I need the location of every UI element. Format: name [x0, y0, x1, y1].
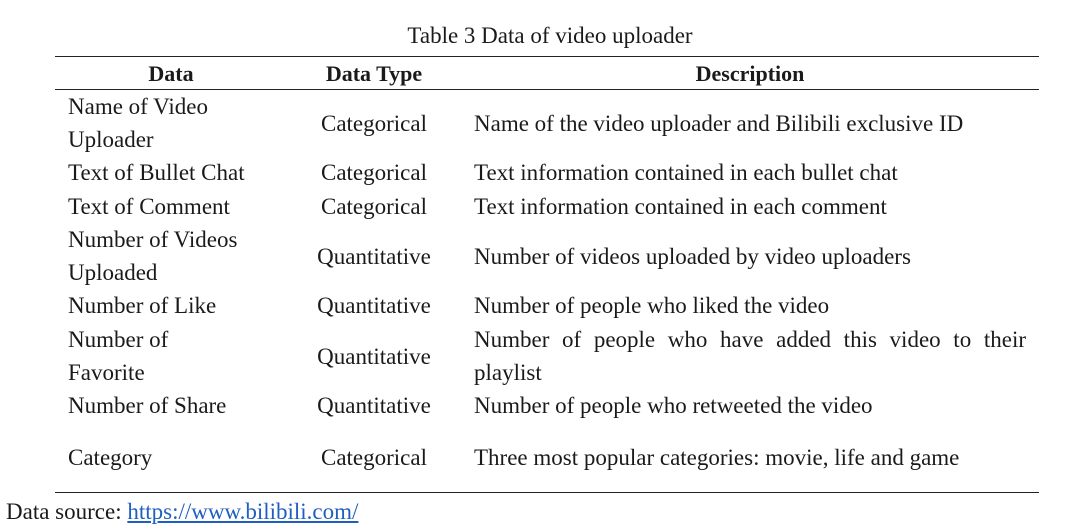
description-cell: Name of the video uploader and Bilibili …: [474, 110, 964, 136]
type-cell: Quantitative: [317, 293, 431, 318]
data-cell: Category: [68, 444, 153, 470]
table-row: Number of Favorite Quantitative Number o…: [55, 323, 1039, 389]
description-cell: Number of videos uploaded by video uploa…: [474, 243, 911, 269]
header-data: Data: [148, 61, 194, 86]
type-cell: Categorical: [320, 444, 427, 470]
table-row: Number of Share Quantitative Number of p…: [55, 389, 1039, 422]
data-cell: Number of Like: [68, 293, 217, 318]
data-cell: Text of Bullet Chat: [68, 160, 245, 185]
header-data-type: Data Type: [325, 61, 423, 86]
table-row: Name of Video Uploader Categorical Name …: [55, 90, 1039, 156]
data-source-label: Data source:: [6, 499, 122, 524]
data-source-note: Data source: https://www.bilibili.com/: [6, 497, 358, 527]
type-cell: Quantitative: [317, 243, 431, 269]
data-cell: Number of Favorite: [68, 327, 169, 385]
type-cell: Categorical: [320, 110, 427, 136]
data-cell: Text of Comment: [68, 194, 230, 219]
data-cell: Name of Video Uploader: [68, 94, 208, 152]
type-cell: Categorical: [320, 160, 427, 185]
table-row: Category Categorical Three most popular …: [55, 424, 1039, 490]
type-cell: Categorical: [320, 194, 427, 219]
table-header-rule: [55, 89, 1039, 90]
description-cell: Text information contained in each comme…: [474, 194, 887, 219]
data-cell: Number of Share: [68, 393, 227, 418]
table-bottom-rule: [55, 492, 1039, 493]
table-row: Number of Like Quantitative Number of pe…: [55, 289, 1039, 322]
type-cell: Quantitative: [317, 343, 431, 369]
header-description: Description: [695, 61, 805, 86]
type-cell: Quantitative: [317, 393, 431, 418]
description-cell: Three most popular categories: movie, li…: [474, 444, 960, 470]
table-row: Text of Bullet Chat Categorical Text inf…: [55, 156, 1039, 189]
data-source-link[interactable]: https://www.bilibili.com/: [127, 499, 359, 524]
table-row: Text of Comment Categorical Text informa…: [55, 190, 1039, 223]
description-cell: Number of people who have added this vid…: [474, 327, 1026, 385]
data-cell: Number of Videos Uploaded: [68, 227, 238, 285]
table-row: Number of Videos Uploaded Quantitative N…: [55, 223, 1039, 289]
table-top-rule: [55, 56, 1039, 57]
description-cell: Number of people who retweeted the video: [474, 393, 873, 418]
table-caption: Table 3 Data of video uploader: [407, 23, 693, 48]
description-cell: Text information contained in each bulle…: [474, 160, 898, 185]
description-cell: Number of people who liked the video: [474, 293, 830, 318]
